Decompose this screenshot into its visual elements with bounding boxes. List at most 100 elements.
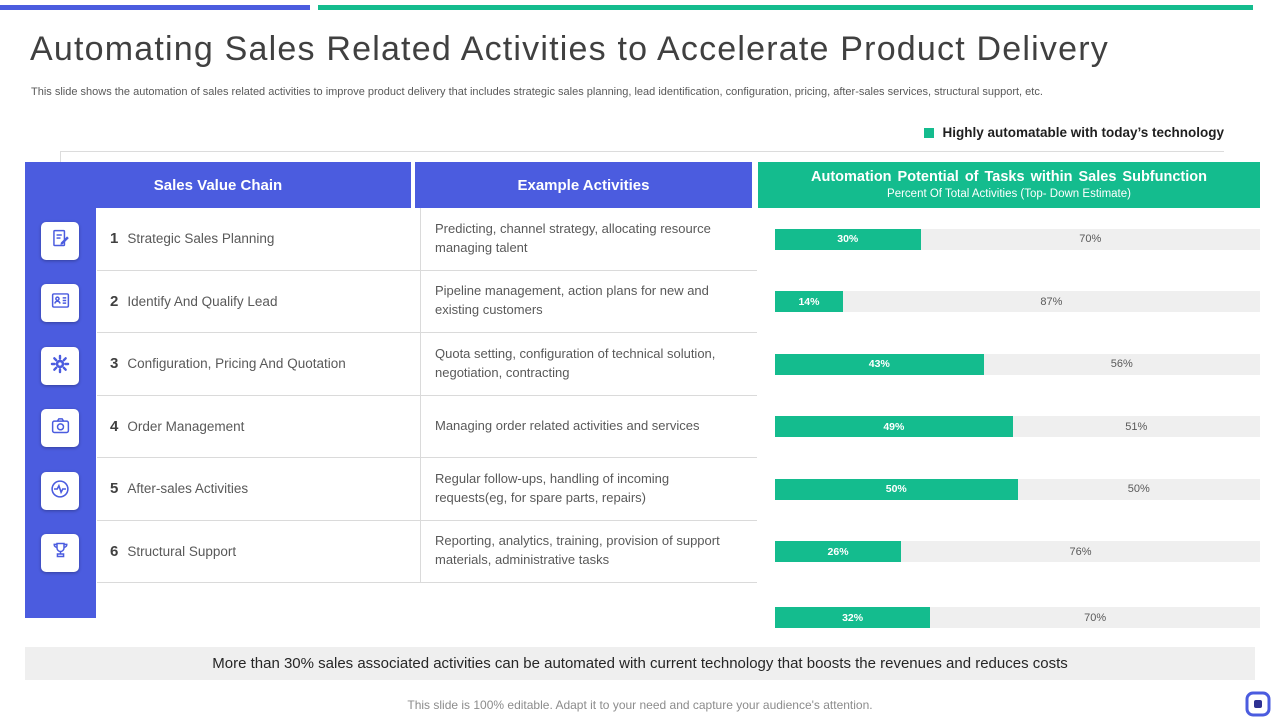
- footer-note: This slide is 100% editable. Adapt it to…: [407, 698, 873, 712]
- row-name-cell: 1 Strategic Sales Planning: [97, 208, 420, 270]
- row-title: Strategic Sales Planning: [127, 231, 275, 247]
- bar-rest-label: 50%: [1127, 483, 1150, 496]
- row-title: Order Management: [127, 418, 245, 434]
- table-row: 2 Identify And Qualify Lead Pipeline man…: [97, 270, 757, 333]
- bar-fill: 14%: [775, 291, 843, 313]
- bar-chart: 30% 70% 14% 87% 43%: [775, 208, 1260, 583]
- row-name-cell: 6 Structural Support: [97, 521, 420, 583]
- bar-row: 14% 87%: [775, 271, 1260, 334]
- bar-fill-label: 32%: [842, 611, 864, 624]
- row-activities-cell: Quota setting, configuration of technica…: [420, 333, 757, 395]
- legend: Highly automatable with today’s technolo…: [924, 125, 1224, 140]
- bar-fill-label: 43%: [868, 358, 890, 371]
- bar-fill-label: 30%: [837, 233, 859, 246]
- bar-rest: 70%: [921, 229, 1261, 250]
- row-number: 2: [110, 292, 119, 310]
- column-header-example-activities: Example Activities: [415, 162, 752, 208]
- bar-rest-label: 70%: [1084, 611, 1107, 624]
- table-row: 6 Structural Support Reporting, analytic…: [97, 520, 757, 583]
- brand-logo-icon: [1244, 690, 1272, 718]
- bar-rest: 70%: [930, 607, 1260, 628]
- automation-bar: 26% 76%: [775, 541, 1260, 563]
- bar-fill-label: 49%: [883, 420, 905, 433]
- bar-row: 30% 70%: [775, 208, 1260, 271]
- automation-bar: 49% 51%: [775, 416, 1260, 438]
- row-name-cell: 3 Configuration, Pricing And Quotation: [97, 333, 420, 395]
- bar-rest: 51%: [1013, 416, 1260, 437]
- top-accent-green: [318, 5, 1253, 10]
- gear-icon: [49, 353, 71, 380]
- legend-label: Highly automatable with today’s technolo…: [942, 125, 1224, 140]
- total-bar-row: 32% 70%: [775, 607, 1260, 628]
- row-number: 6: [110, 542, 119, 560]
- row-title: Configuration, Pricing And Quotation: [127, 356, 346, 372]
- row-name-cell: 5 After-sales Activities: [97, 458, 420, 520]
- table-row: 4 Order Management Managing order relate…: [97, 395, 757, 458]
- row-activities-cell: Pipeline management, action plans for ne…: [420, 270, 757, 332]
- row-activities-cell: Predicting, channel strategy, allocating…: [420, 208, 757, 270]
- bar-row: 49% 51%: [775, 396, 1260, 459]
- document-edit-icon: [50, 228, 71, 254]
- bar-row: 43% 56%: [775, 333, 1260, 396]
- table-body: 1 Strategic Sales Planning Predicting, c…: [97, 208, 757, 583]
- top-accent-blue: [0, 5, 310, 10]
- table-row: 5 After-sales Activities Regular follow-…: [97, 458, 757, 521]
- leader-line-horizontal: [60, 151, 1224, 152]
- row-title: Identify And Qualify Lead: [127, 293, 278, 309]
- bar-rest: 76%: [901, 541, 1260, 562]
- bar-fill-label: 26%: [827, 545, 849, 558]
- column-header-sales-value-chain: Sales Value Chain: [25, 162, 411, 208]
- camera-icon: [50, 415, 71, 441]
- icon-tile: [41, 222, 79, 260]
- automation-header-title: Automation Potential of Tasks within Sal…: [810, 169, 1207, 186]
- column-header-automation-potential: Automation Potential of Tasks within Sal…: [758, 162, 1260, 208]
- row-name-cell: 2 Identify And Qualify Lead: [97, 271, 420, 333]
- row-number: 3: [110, 355, 119, 373]
- bar-fill-label: 50%: [885, 483, 907, 496]
- leader-line-vertical: [60, 151, 61, 162]
- automation-bar: 43% 56%: [775, 353, 1260, 375]
- row-activities-cell: Regular follow-ups, handling of incoming…: [420, 458, 757, 520]
- bar-fill: 32%: [775, 607, 931, 628]
- icon-tile: [41, 347, 79, 385]
- automation-bar-total: 32% 70%: [775, 607, 1260, 628]
- bar-fill: 26%: [775, 541, 902, 563]
- bar-rest-label: 87%: [1040, 295, 1063, 308]
- sidebar-accent-strip: [25, 208, 96, 618]
- automation-header-subtitle: Percent Of Total Activities (Top- Down E…: [887, 187, 1131, 200]
- bar-rest: 87%: [843, 291, 1260, 312]
- icon-tile: [41, 472, 79, 510]
- row-number: 4: [110, 417, 119, 435]
- page-title: Automating Sales Related Activities to A…: [30, 30, 1109, 68]
- bar-rest: 56%: [984, 354, 1260, 375]
- automation-bar: 30% 70%: [775, 228, 1261, 250]
- row-name-cell: 4 Order Management: [97, 396, 420, 458]
- row-number: 5: [110, 480, 119, 498]
- page-subtitle: This slide shows the automation of sales…: [31, 86, 1043, 98]
- bar-rest-label: 56%: [1110, 358, 1133, 371]
- contact-book-icon: [50, 290, 71, 316]
- bar-rest: 50%: [1018, 479, 1261, 500]
- table-row: 3 Configuration, Pricing And Quotation Q…: [97, 333, 757, 396]
- bar-rest-label: 70%: [1079, 233, 1102, 246]
- table-row: 1 Strategic Sales Planning Predicting, c…: [97, 208, 757, 271]
- row-number: 1: [110, 230, 119, 248]
- bar-rest-label: 51%: [1125, 420, 1148, 433]
- row-title: Structural Support: [127, 543, 237, 559]
- bar-rest-label: 76%: [1069, 545, 1092, 558]
- callout-banner: More than 30% sales associated activitie…: [25, 647, 1255, 680]
- bar-fill: 49%: [775, 416, 1013, 438]
- trophy-icon: [50, 540, 71, 566]
- automation-bar: 14% 87%: [775, 291, 1260, 313]
- row-activities-cell: Managing order related activities and se…: [420, 395, 757, 457]
- icon-tile: [41, 409, 79, 447]
- bar-fill: 50%: [775, 478, 1018, 500]
- row-activities-cell: Reporting, analytics, training, provisio…: [420, 520, 757, 582]
- bar-fill-label: 14%: [798, 295, 820, 308]
- automation-bar: 50% 50%: [775, 478, 1261, 500]
- activity-icon: [49, 478, 71, 505]
- row-title: After-sales Activities: [127, 481, 249, 497]
- icon-tile: [41, 284, 79, 322]
- bar-fill: 43%: [775, 353, 984, 375]
